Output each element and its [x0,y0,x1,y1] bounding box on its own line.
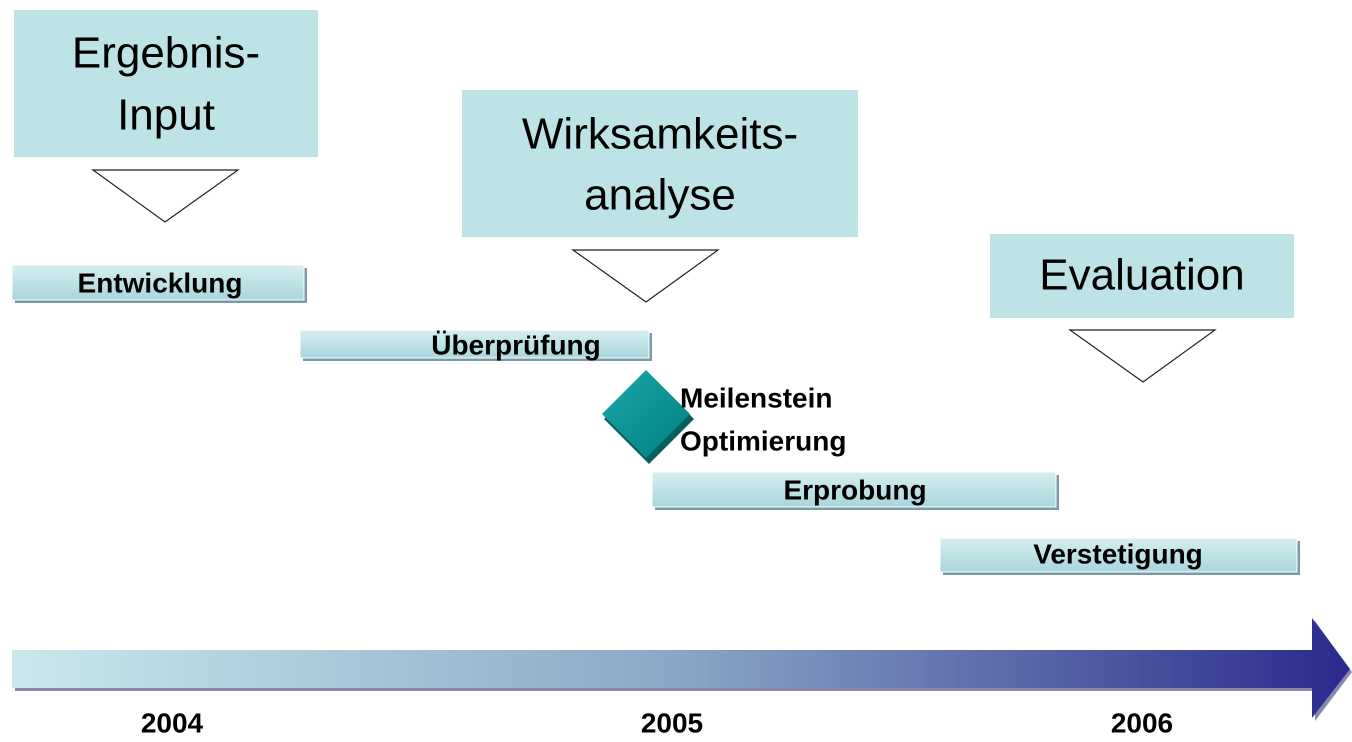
milestone-text: Meilenstein [680,382,832,413]
box-text: analyse [584,171,736,220]
year-label: 2005 [641,707,703,738]
box-text: Evaluation [1039,251,1244,300]
bar-label: Entwicklung [78,267,243,298]
phase-box [990,234,1294,318]
milestone-text: Optimierung [680,425,846,456]
year-label: 2004 [141,707,204,738]
milestone-diamond [602,370,690,458]
phase-box [462,90,858,237]
phase-bar [11,264,305,301]
box-text: Input [117,91,215,140]
phase-bar [651,471,1057,508]
pointer-triangle [1068,329,1217,383]
bar-label: Erprobung [783,474,926,505]
phase-bar [299,329,650,359]
pointer-triangle [571,249,720,303]
phase-bar [939,537,1298,573]
bar-label: Verstetigung [1033,538,1203,569]
box-text: Ergebnis- [72,29,260,78]
time-arrow [12,618,1350,718]
year-label: 2006 [1111,707,1173,738]
pointer-triangle [91,169,240,223]
bar-label: Überprüfung [431,329,601,360]
box-text: Wirksamkeits- [522,110,798,159]
phase-box [14,10,318,157]
